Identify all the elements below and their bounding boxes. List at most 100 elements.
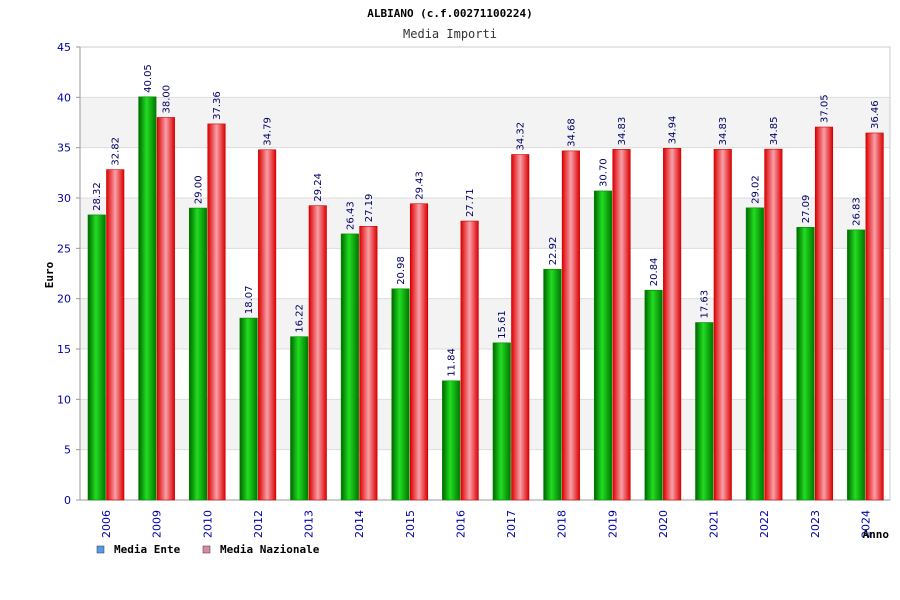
- bar-media-ente-2013: [290, 336, 309, 501]
- y-axis-title: Euro: [43, 261, 56, 288]
- value-label: 34.94: [668, 116, 679, 145]
- bar-media-ente-2017: [492, 342, 511, 501]
- y-tick-label: 40: [57, 91, 71, 104]
- x-tick-label-2009: 2009: [151, 510, 164, 538]
- legend-swatch-media-ente: [96, 545, 105, 554]
- y-tick-label: 0: [64, 494, 71, 507]
- x-tick-label-2012: 2012: [252, 510, 265, 538]
- bar-media-nazionale-2022: [764, 148, 783, 501]
- x-tick-label-2023: 2023: [809, 510, 822, 538]
- value-label: 27.19: [364, 194, 375, 223]
- x-axis-title: Anno: [863, 528, 890, 541]
- value-labels: 28.32 32.82 40.05 38.00 29.00 37.36 18.07 34.79…: [92, 64, 881, 377]
- bar-media-ente-2012: [239, 317, 258, 501]
- x-tick-label-2016: 2016: [454, 510, 467, 538]
- x-tick-label-2015: 2015: [404, 510, 417, 538]
- value-label: 20.98: [396, 256, 407, 285]
- bar-media-nazionale-2017: [511, 154, 530, 501]
- x-tick-label-2021: 2021: [708, 510, 721, 538]
- value-label: 34.83: [718, 117, 729, 146]
- value-label: 16.22: [295, 304, 306, 333]
- y-axis-ticks: 0 5 10 15 20 25 30 35 40 45: [57, 41, 80, 507]
- y-tick-label: 30: [57, 192, 71, 205]
- bar-media-nazionale-2014: [359, 225, 378, 501]
- x-tick-label-2022: 2022: [758, 510, 771, 538]
- legend-label-media-nazionale: Media Nazionale: [220, 543, 320, 556]
- value-label: 22.92: [548, 237, 559, 266]
- value-label: 28.32: [92, 182, 103, 211]
- value-label: 34.83: [617, 117, 628, 146]
- value-label: 29.00: [194, 175, 205, 204]
- value-label: 34.68: [566, 118, 577, 147]
- x-tick-label-2019: 2019: [606, 510, 619, 538]
- bar-media-ente-2016: [442, 380, 461, 501]
- bar-media-nazionale-2010: [207, 123, 226, 501]
- x-tick-label-2024: 2024: [859, 510, 872, 538]
- value-label: 40.05: [143, 64, 154, 93]
- bar-media-nazionale-2020: [663, 147, 682, 501]
- x-tick-label-2014: 2014: [353, 510, 366, 538]
- bar-media-nazionale-2015: [409, 203, 429, 501]
- bar-media-ente-2022: [745, 207, 764, 501]
- x-tick-label-2013: 2013: [303, 510, 316, 538]
- bar-media-ente-2015: [391, 288, 410, 501]
- legend: Media Ente Media Nazionale: [96, 543, 320, 556]
- value-label: 34.32: [516, 122, 527, 151]
- grid-band: [80, 47, 890, 98]
- x-tick-label-2006: 2006: [100, 510, 113, 538]
- bars: [87, 96, 884, 501]
- y-tick-label: 45: [57, 41, 71, 54]
- bar-media-ente-2009: [138, 96, 157, 501]
- value-label: 38.00: [161, 85, 172, 114]
- value-label: 27.71: [465, 188, 476, 217]
- bar-media-nazionale-2012: [258, 149, 277, 501]
- x-tick-label-2017: 2017: [505, 510, 518, 538]
- value-label: 34.79: [263, 117, 274, 146]
- bar-media-ente-2021: [695, 322, 714, 501]
- x-tick-label-2010: 2010: [201, 510, 214, 538]
- value-label: 34.85: [769, 117, 780, 146]
- bar-media-nazionale-2024: [865, 132, 884, 501]
- value-label: 36.46: [870, 100, 881, 129]
- value-label: 29.43: [415, 171, 426, 200]
- y-tick-label: 25: [57, 242, 71, 255]
- bar-media-nazionale-2019: [612, 149, 631, 501]
- value-label: 30.70: [599, 158, 610, 187]
- x-tick-label-2020: 2020: [657, 510, 670, 538]
- bar-media-nazionale-2016: [460, 220, 479, 501]
- bar-media-ente-2018: [543, 268, 562, 501]
- value-label: 15.61: [497, 310, 508, 339]
- y-tick-label: 20: [57, 293, 71, 306]
- value-label: 29.24: [313, 173, 324, 202]
- value-label: 20.84: [649, 258, 660, 287]
- bar-media-ente-2006: [87, 214, 106, 501]
- y-tick-label: 35: [57, 142, 71, 155]
- bar-media-nazionale-2006: [106, 169, 125, 501]
- bar-media-nazionale-2013: [308, 205, 327, 501]
- bar-media-nazionale-2009: [156, 117, 175, 501]
- bar-media-nazionale-2018: [561, 150, 580, 501]
- value-label: 32.82: [111, 137, 122, 166]
- legend-label-media-ente: Media Ente: [114, 543, 181, 556]
- value-label: 27.09: [801, 195, 812, 224]
- x-axis-ticks: 2006 2009 2010 2012 2013 2014 2015 2016 2017 2018…: [100, 510, 872, 538]
- y-tick-label: 5: [64, 444, 71, 457]
- value-label: 17.63: [700, 290, 711, 319]
- y-tick-label: 10: [57, 393, 71, 406]
- bar-media-ente-2019: [593, 190, 613, 501]
- value-label: 29.02: [750, 175, 761, 204]
- value-label: 37.05: [820, 94, 831, 123]
- bar-media-nazionale-2021: [713, 149, 732, 501]
- chart-title: ALBIANO (c.f.00271100224): [367, 7, 533, 20]
- value-label: 26.43: [345, 201, 356, 230]
- bar-media-ente-2020: [644, 289, 663, 501]
- value-label: 37.36: [212, 91, 223, 120]
- value-label: 11.84: [447, 348, 458, 377]
- chart-subtitle: Media Importi: [403, 27, 497, 41]
- bar-media-nazionale-2023: [814, 126, 834, 501]
- legend-swatch-media-nazionale: [202, 545, 211, 554]
- bar-media-ente-2014: [340, 233, 359, 501]
- value-label: 18.07: [244, 285, 255, 314]
- bar-media-ente-2010: [188, 207, 208, 501]
